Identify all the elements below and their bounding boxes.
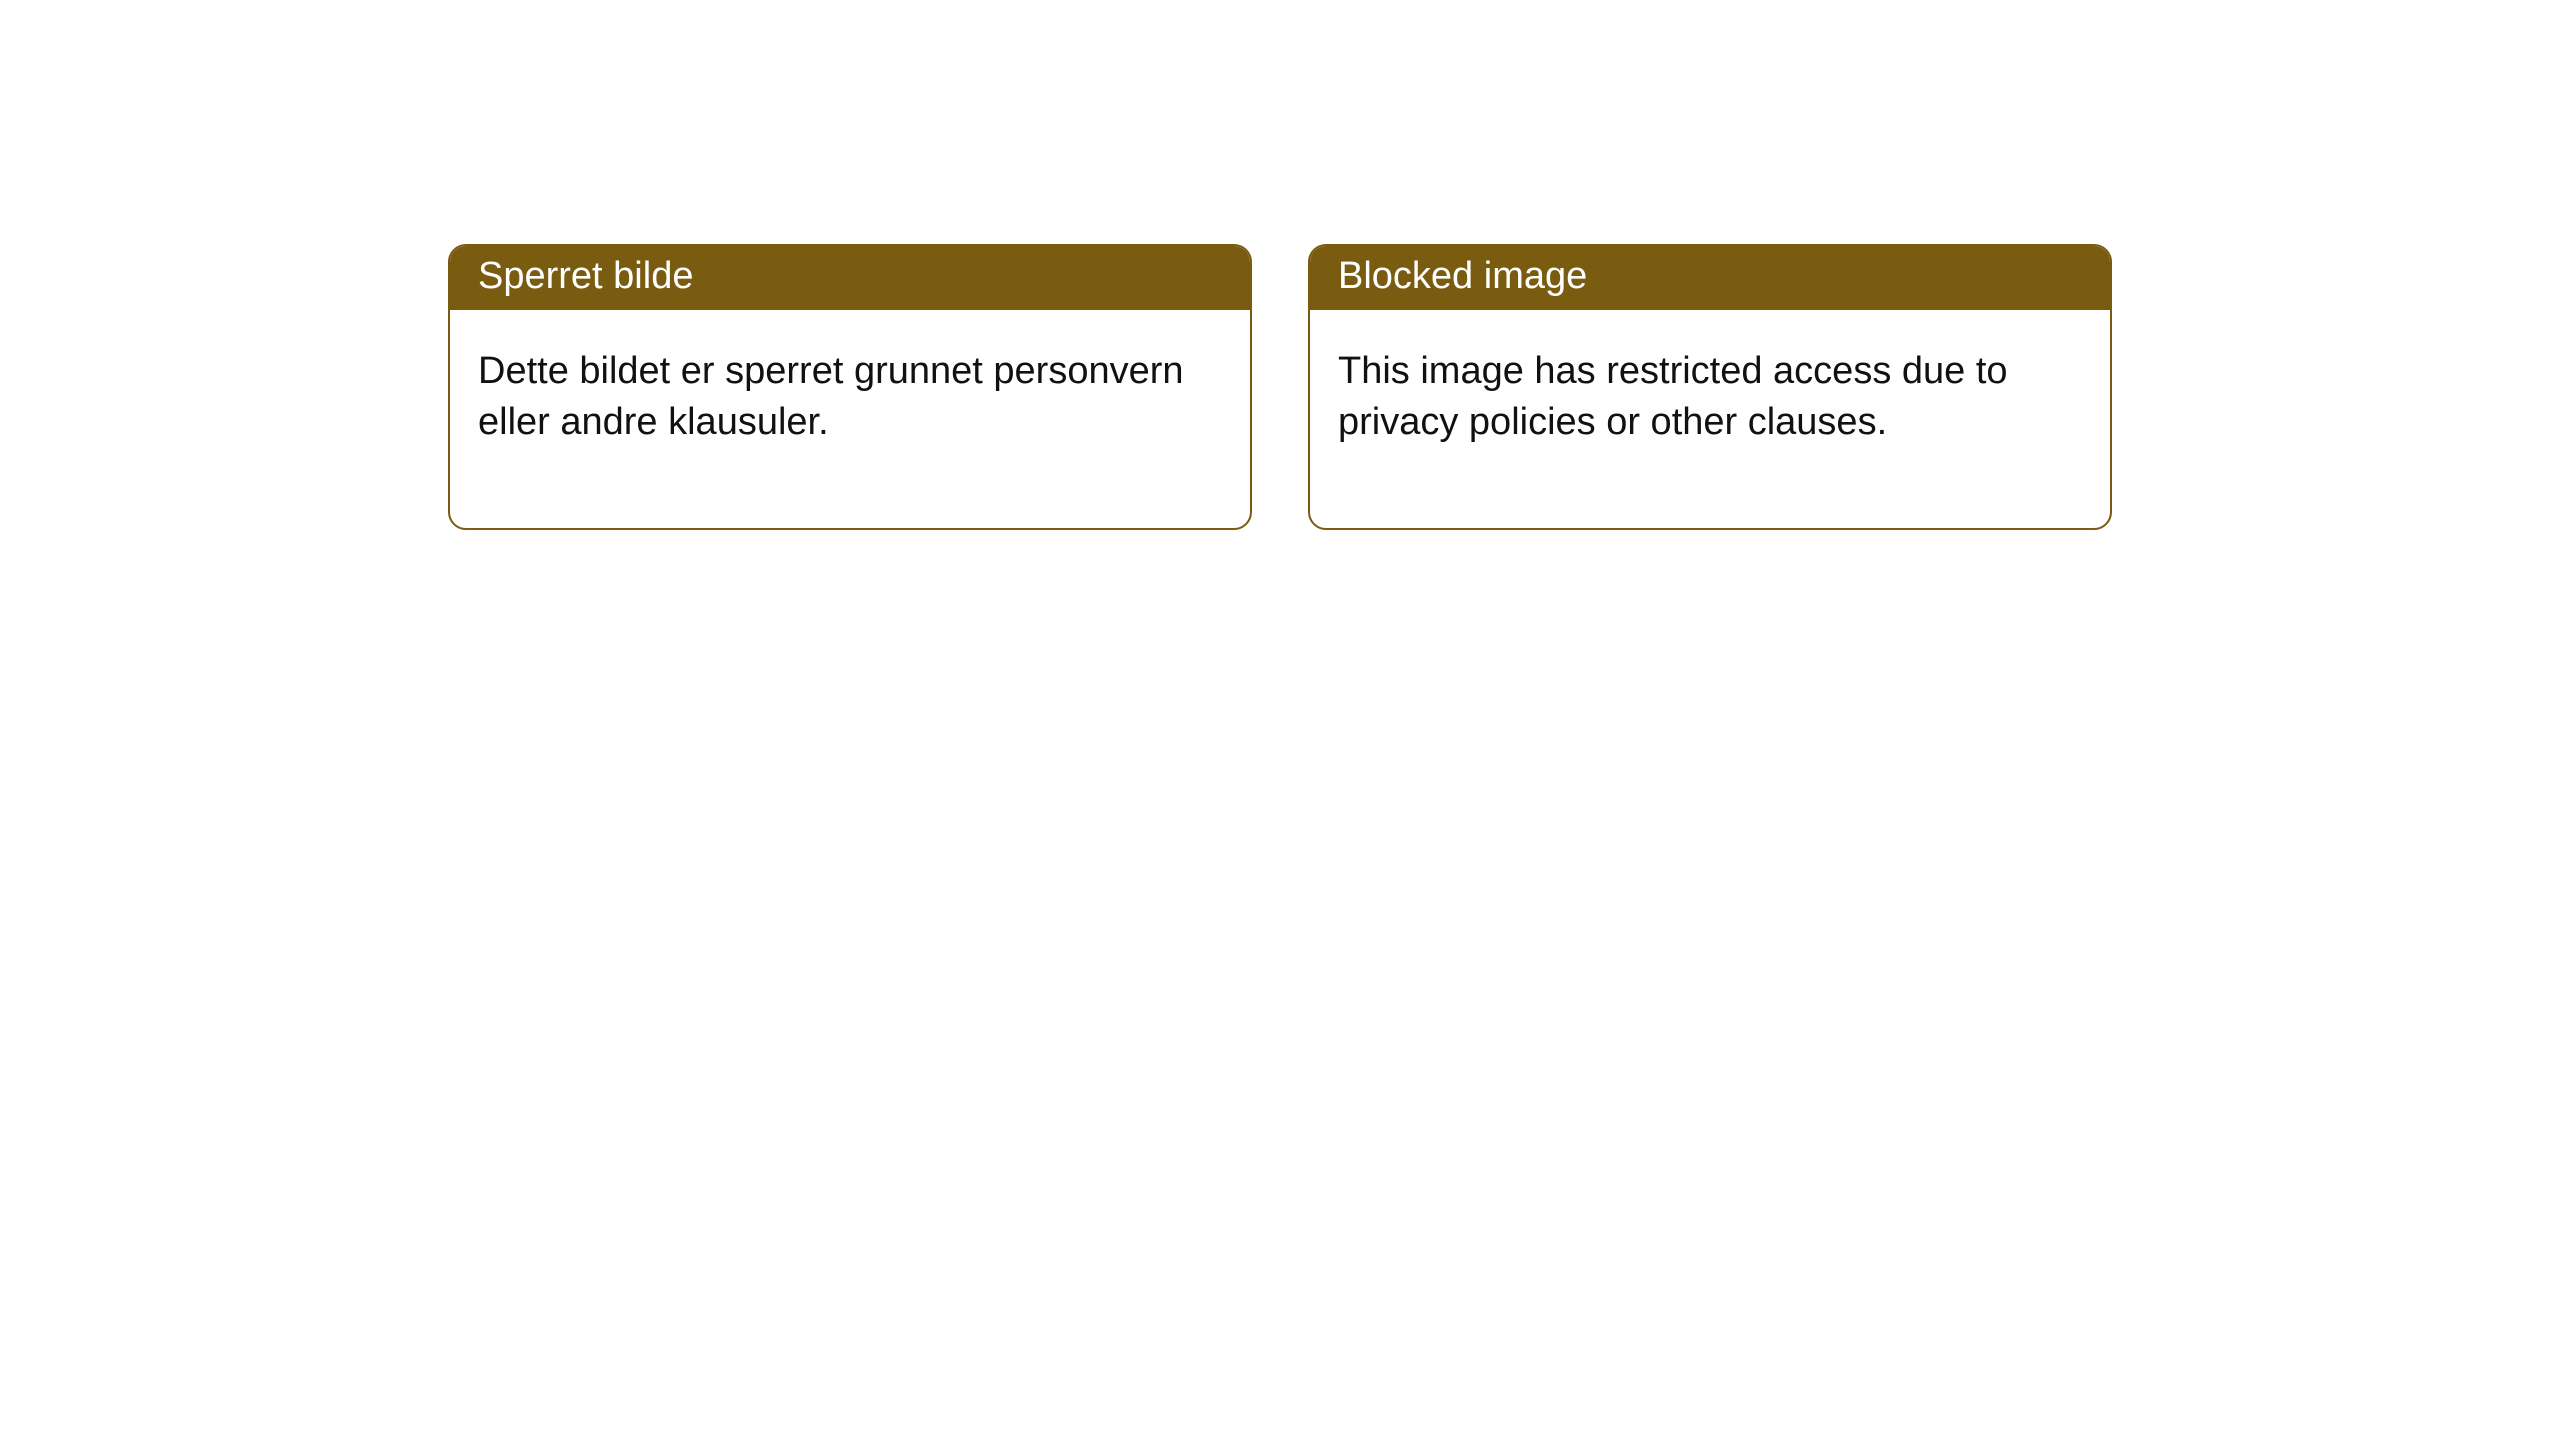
notice-header-english: Blocked image (1310, 246, 2110, 310)
notice-container: Sperret bilde Dette bildet er sperret gr… (0, 0, 2560, 530)
notice-card-norwegian: Sperret bilde Dette bildet er sperret gr… (448, 244, 1252, 530)
notice-header-norwegian: Sperret bilde (450, 246, 1250, 310)
notice-card-english: Blocked image This image has restricted … (1308, 244, 2112, 530)
notice-body-norwegian: Dette bildet er sperret grunnet personve… (450, 310, 1250, 529)
notice-body-english: This image has restricted access due to … (1310, 310, 2110, 529)
